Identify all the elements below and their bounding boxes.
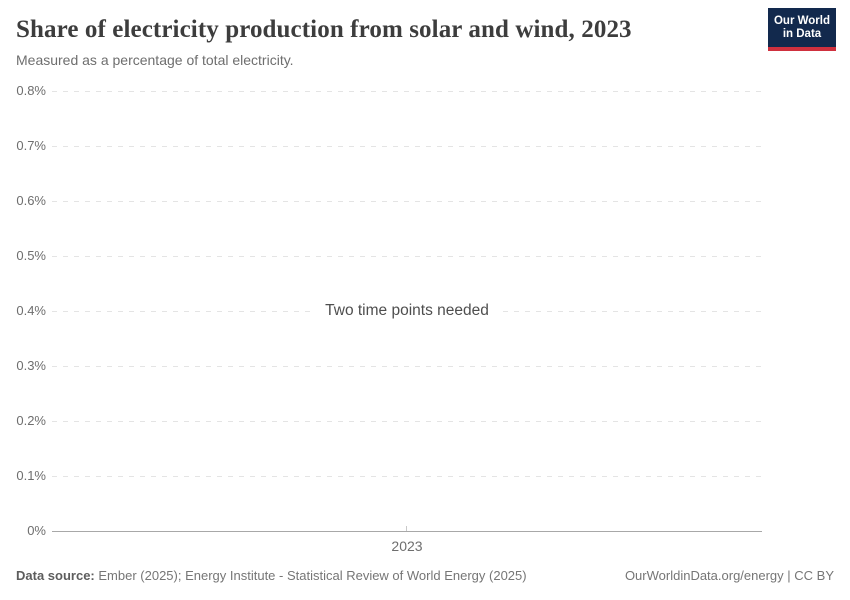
chart-footer: Data source: Ember (2025); Energy Instit… [16, 568, 834, 583]
y-tick-label: 0.5% [16, 248, 46, 263]
gridline [52, 146, 762, 147]
chart-subtitle: Measured as a percentage of total electr… [16, 52, 294, 68]
no-data-message-wrap: Two time points needed [52, 301, 762, 321]
owid-logo[interactable]: Our World in Data [768, 8, 836, 51]
owid-logo-line1: Our World [773, 14, 830, 27]
data-source-label: Data source: [16, 568, 95, 583]
data-source: Data source: Ember (2025); Energy Instit… [16, 568, 527, 583]
no-data-message: Two time points needed [315, 301, 499, 321]
y-tick-label: 0.2% [16, 413, 46, 428]
x-tick-label: 2023 [391, 538, 423, 554]
gridline [52, 91, 762, 92]
x-axis-tick [406, 526, 407, 531]
y-tick-label: 0.7% [16, 138, 46, 153]
owid-logo-line2: in Data [782, 27, 822, 40]
data-source-text: Ember (2025); Energy Institute - Statist… [98, 568, 527, 583]
gridline [52, 366, 762, 367]
y-tick-label: 0% [27, 523, 46, 538]
y-tick-label: 0.3% [16, 358, 46, 373]
gridline [52, 201, 762, 202]
chart-header: Share of electricity production from sol… [0, 0, 850, 80]
chart-title: Share of electricity production from sol… [16, 16, 632, 43]
y-tick-label: 0.8% [16, 83, 46, 98]
x-axis-line [52, 531, 762, 532]
gridline [52, 256, 762, 257]
license-note: OurWorldinData.org/energy | CC BY [624, 568, 834, 583]
gridline [52, 421, 762, 422]
y-tick-label: 0.1% [16, 468, 46, 483]
y-tick-label: 0.6% [16, 193, 46, 208]
y-tick-label: 0.4% [16, 303, 46, 318]
gridline [52, 476, 762, 477]
